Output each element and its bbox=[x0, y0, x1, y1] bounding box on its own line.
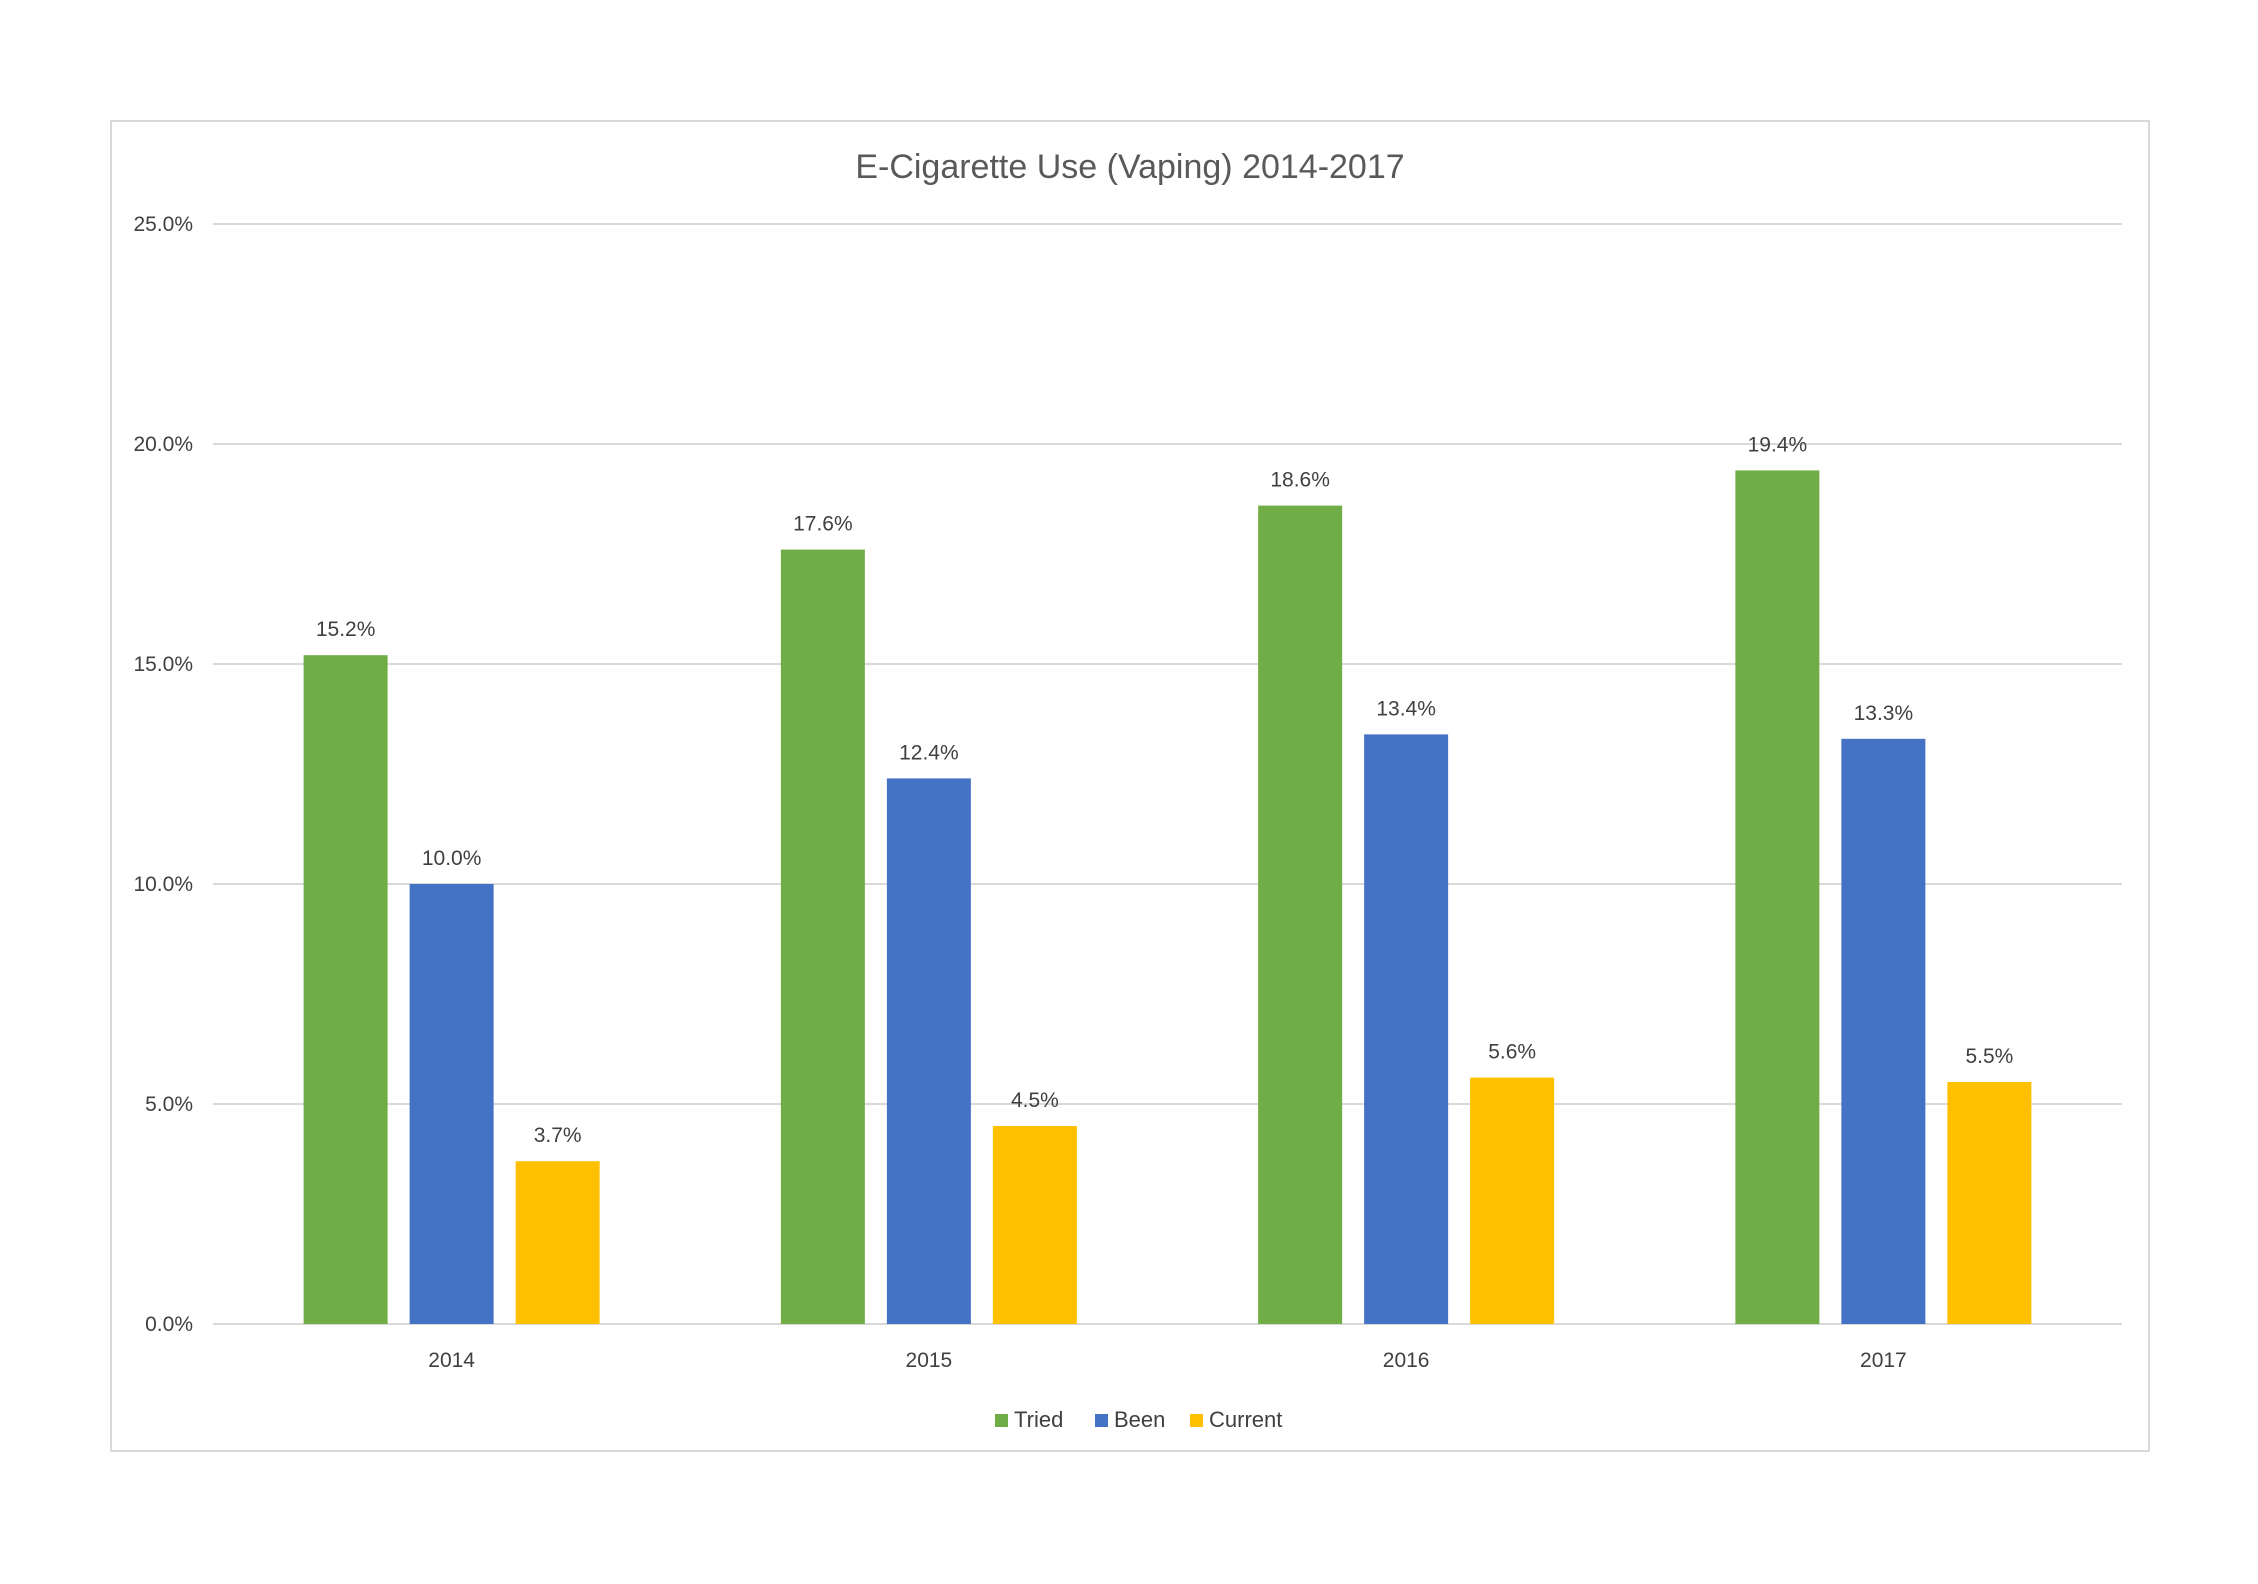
legend-item-tried: Tried bbox=[995, 1407, 1063, 1432]
data-label-tried-2017: 19.4% bbox=[1748, 433, 1808, 456]
data-label-been-2014: 10.0% bbox=[422, 847, 482, 870]
legend-swatch bbox=[1095, 1414, 1108, 1427]
data-label-tried-2016: 18.6% bbox=[1270, 469, 1330, 492]
x-category-label: 2015 bbox=[906, 1349, 953, 1372]
bars bbox=[303, 470, 2032, 1325]
legend-label: Current bbox=[1209, 1407, 1282, 1432]
bar-been-2015 bbox=[886, 778, 971, 1324]
y-tick-label: 5.0% bbox=[145, 1093, 193, 1116]
y-tick-label: 25.0% bbox=[133, 213, 193, 236]
legend-item-been: Been bbox=[1095, 1407, 1165, 1432]
x-axis-category-labels: 2014 2015 2016 2017 bbox=[428, 1349, 1906, 1372]
bar-tried-2015 bbox=[780, 549, 865, 1324]
y-tick-label: 10.0% bbox=[133, 873, 193, 896]
data-label-current-2014: 3.7% bbox=[534, 1124, 582, 1147]
bar-been-2014 bbox=[409, 884, 494, 1324]
legend: Tried Been Current bbox=[995, 1407, 1282, 1432]
y-tick-label: 0.0% bbox=[145, 1313, 193, 1336]
legend-swatch bbox=[995, 1414, 1008, 1427]
data-label-current-2015: 4.5% bbox=[1011, 1089, 1059, 1112]
y-tick-label: 20.0% bbox=[133, 433, 193, 456]
bar-current-2015 bbox=[992, 1126, 1077, 1324]
y-axis-tick-labels: 0.0% 5.0% 10.0% 15.0% 20.0% 25.0% bbox=[133, 213, 193, 1336]
legend-label: Been bbox=[1114, 1407, 1165, 1432]
data-label-been-2017: 13.3% bbox=[1854, 702, 1914, 725]
bar-current-2016 bbox=[1470, 1077, 1555, 1324]
bar-tried-2016 bbox=[1258, 505, 1343, 1325]
legend-label: Tried bbox=[1014, 1407, 1063, 1432]
bar-been-2017 bbox=[1841, 738, 1926, 1324]
bar-tried-2017 bbox=[1735, 470, 1820, 1324]
bar-current-2014 bbox=[515, 1161, 600, 1324]
y-tick-label: 15.0% bbox=[133, 653, 193, 676]
data-label-tried-2015: 17.6% bbox=[793, 513, 853, 536]
x-category-label: 2017 bbox=[1860, 1349, 1907, 1372]
bar-been-2016 bbox=[1364, 734, 1449, 1324]
bar-tried-2014 bbox=[303, 655, 388, 1324]
data-label-current-2016: 5.6% bbox=[1488, 1041, 1536, 1064]
bar-current-2017 bbox=[1947, 1082, 2032, 1324]
data-label-current-2017: 5.5% bbox=[1965, 1045, 2013, 1068]
data-labels: 15.2% 10.0% 3.7% 17.6% 12.4% 4.5% 18.6% 13.4% 5.… bbox=[316, 433, 2013, 1147]
legend-item-current: Current bbox=[1190, 1407, 1282, 1432]
x-category-label: 2016 bbox=[1383, 1349, 1430, 1372]
data-label-been-2015: 12.4% bbox=[899, 741, 959, 764]
data-label-tried-2014: 15.2% bbox=[316, 618, 376, 641]
chart-title: E-Cigarette Use (Vaping) 2014-2017 bbox=[855, 148, 1404, 186]
x-category-label: 2014 bbox=[428, 1349, 475, 1372]
legend-swatch bbox=[1190, 1414, 1203, 1427]
data-label-been-2016: 13.4% bbox=[1376, 697, 1436, 720]
